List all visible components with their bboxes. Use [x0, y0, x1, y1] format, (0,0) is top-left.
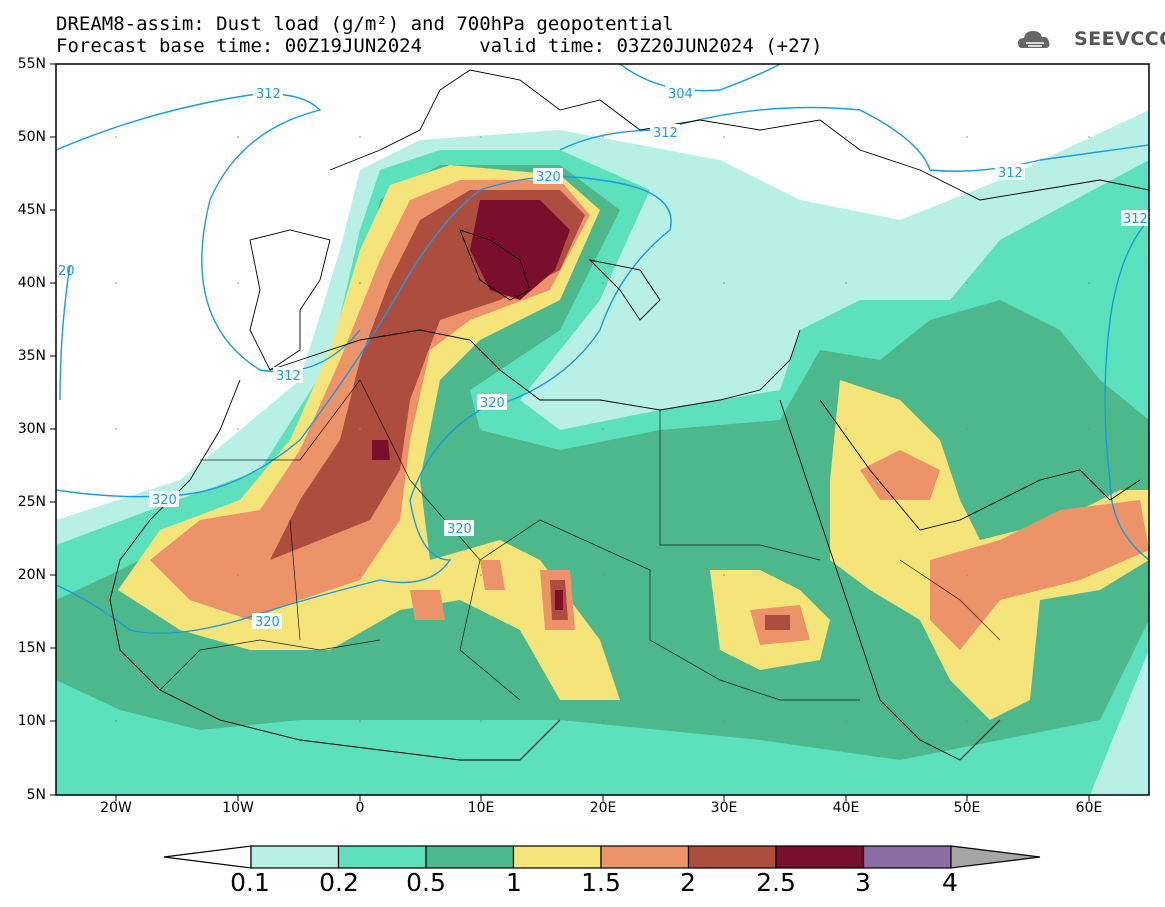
lon-label: 20E	[589, 800, 617, 816]
lat-label: 10N	[17, 713, 46, 729]
contour-label: 304	[668, 87, 693, 102]
lat-label: 40N	[17, 275, 46, 291]
logo-text: SEEVCCC	[1074, 28, 1165, 50]
colorbar-tick-label: 1	[506, 868, 522, 897]
lon-label: 20W	[100, 800, 132, 816]
grid-dots	[115, 136, 1090, 722]
contour-label: 312	[998, 166, 1023, 181]
lat-label: 35N	[17, 348, 46, 364]
lon-label: 60E	[1075, 800, 1103, 816]
contour-label: 320	[536, 170, 561, 185]
lon-label: 0	[355, 800, 365, 816]
contour-320	[56, 175, 672, 635]
contour-label: 20	[58, 264, 75, 279]
lon-label: 30E	[710, 800, 738, 816]
colorbar-tick-label: 0.5	[406, 868, 446, 897]
contour-label: 312	[1123, 212, 1148, 227]
lon-label: 50E	[953, 800, 981, 816]
lat-label: 25N	[17, 494, 46, 510]
lat-label: 50N	[17, 129, 46, 145]
lat-label: 5N	[26, 787, 46, 803]
contour-west	[59, 264, 71, 401]
contour-label-group: 312 304 312 320 312 320 320 320 312 312 …	[58, 85, 1149, 630]
dust-band-2-5	[372, 200, 570, 610]
lon-label: 10W	[222, 800, 254, 816]
lat-label: 30N	[17, 421, 46, 437]
colorbar-tick-label: 1.5	[581, 868, 621, 897]
contour-312-mid	[559, 106, 1149, 172]
axis-ticks	[50, 63, 1090, 801]
contour-label: 320	[255, 615, 280, 630]
colorbar-tick-label: 2.5	[756, 868, 796, 897]
lat-label: 55N	[17, 56, 46, 72]
colorbar-tick-label: 3	[855, 868, 871, 897]
contour-label: 320	[480, 396, 505, 411]
contour-304	[619, 64, 781, 92]
lon-label: 40E	[832, 800, 860, 816]
contour-label: 320	[447, 522, 472, 537]
contour-label: 312	[653, 126, 678, 141]
contour-312-north	[56, 93, 361, 373]
lat-label: 15N	[17, 640, 46, 656]
contour-label: 312	[256, 87, 281, 102]
colorbar-tick-label: 2	[680, 868, 696, 897]
map-subtitle: Forecast base time: 00Z19JUN2024 valid t…	[56, 35, 823, 57]
cloud-logo-icon	[1018, 31, 1050, 48]
map-title: DREAM8-assim: Dust load (g/m²) and 700hP…	[56, 13, 674, 35]
lat-label: 45N	[17, 202, 46, 218]
contour-label: 312	[276, 369, 301, 384]
contour-312-east	[1104, 219, 1149, 561]
lon-label: 10E	[467, 800, 495, 816]
colorbar-tick-label: 0.1	[230, 868, 270, 897]
contour-label: 320	[152, 493, 177, 508]
colorbar-tick-label: 4	[942, 868, 958, 897]
dust-band-1-5-b	[410, 450, 1149, 650]
colorbar-tick-label: 0.2	[319, 868, 359, 897]
dust-band-2-b	[550, 580, 790, 630]
lat-label: 20N	[17, 567, 46, 583]
